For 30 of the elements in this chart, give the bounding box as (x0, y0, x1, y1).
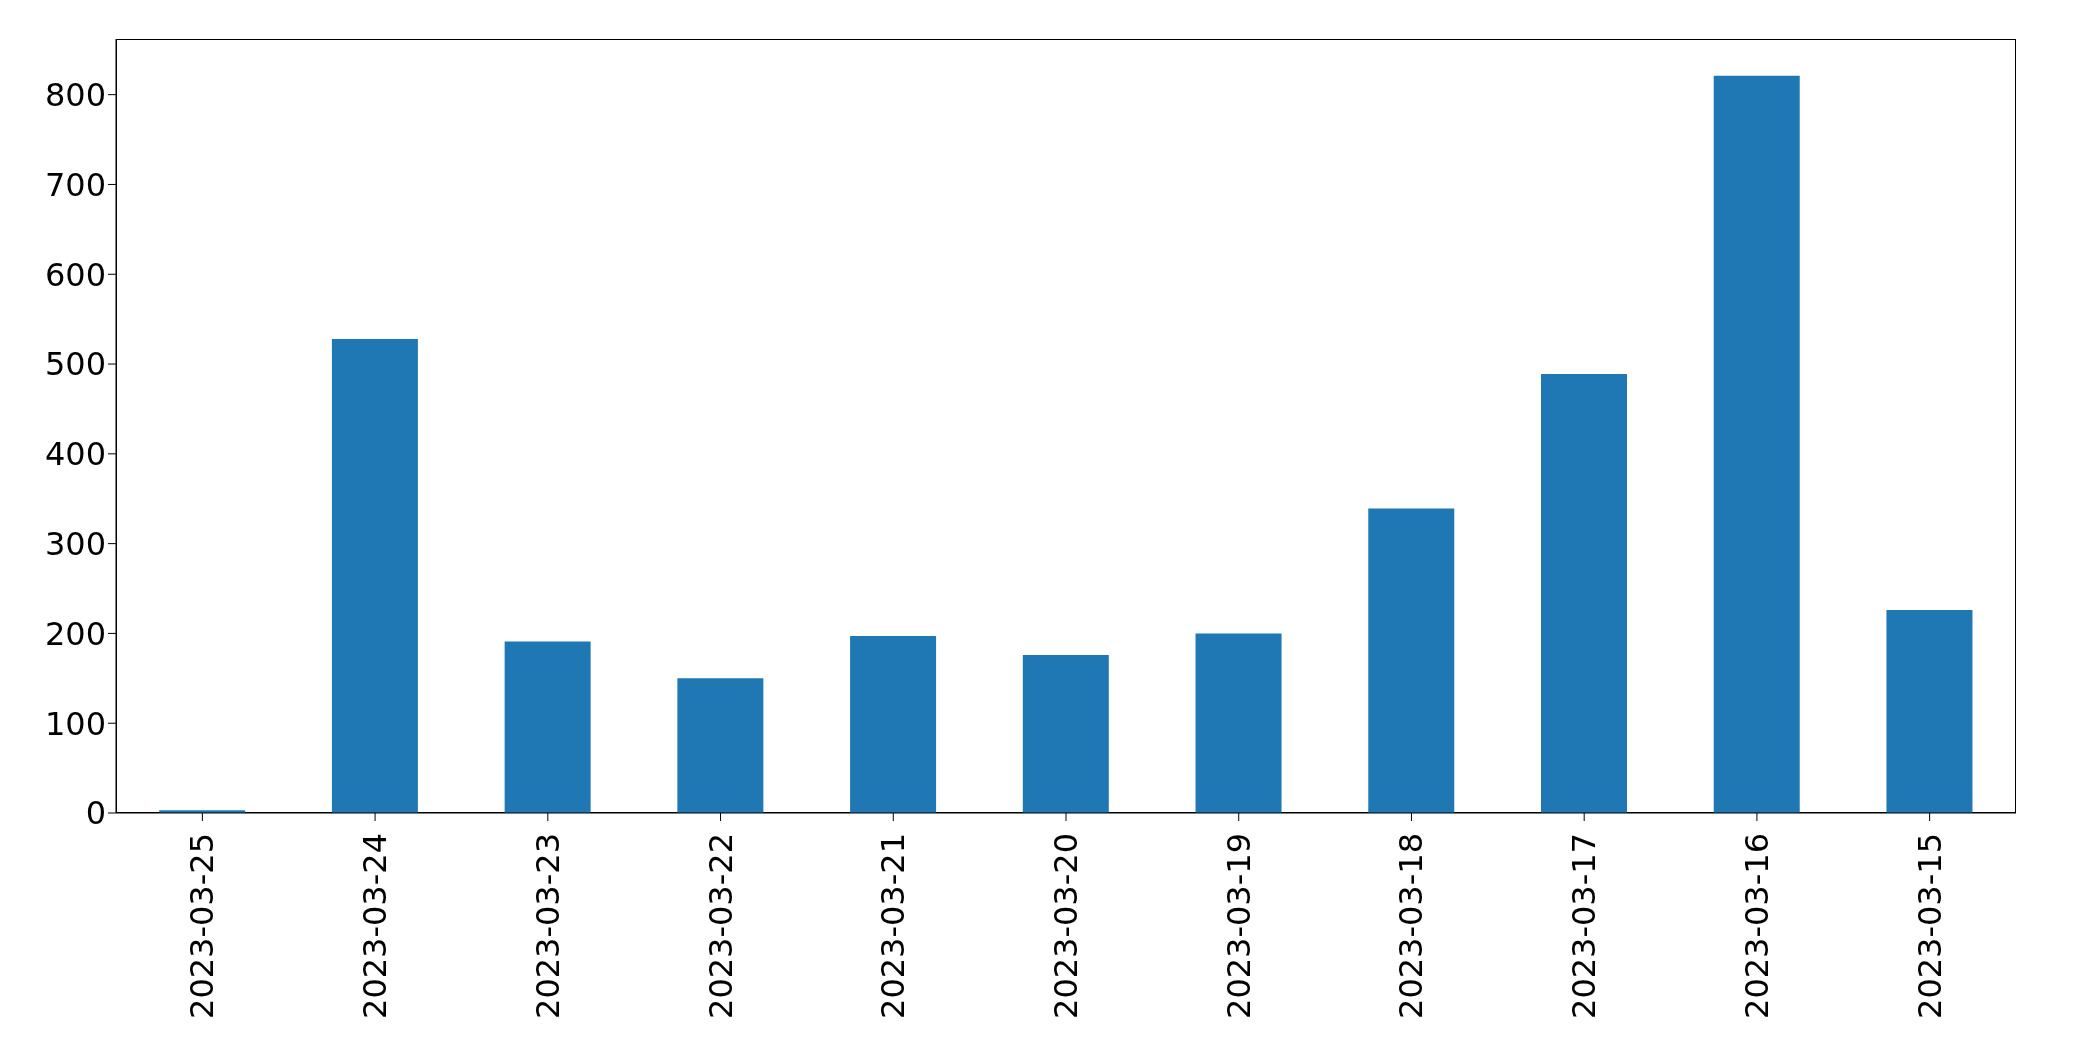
bar (1022, 654, 1109, 813)
bar (1886, 610, 1973, 813)
y-tick-label: 700 (44, 165, 106, 204)
y-tick-label: 100 (44, 704, 106, 743)
x-tick-label: 2023-03-17 (1565, 833, 1604, 1019)
x-tick-label: 2023-03-20 (1047, 833, 1085, 1019)
x-tick-label: 2023-03-19 (1219, 833, 1258, 1019)
bar (677, 678, 764, 813)
x-tick-label: 2023-03-21 (874, 833, 913, 1019)
bar (504, 641, 591, 813)
x-tick-label: 2023-03-18 (1392, 833, 1431, 1019)
y-tick-label: 400 (44, 435, 106, 474)
y-tick-label: 800 (44, 76, 106, 115)
x-tick-label: 2023-03-15 (1910, 833, 1949, 1019)
x-tick-label: 2023-03-25 (183, 833, 222, 1019)
y-tick-label: 0 (85, 794, 106, 833)
y-tick-label: 600 (44, 255, 106, 294)
bar (1195, 633, 1282, 813)
bar (1541, 373, 1627, 813)
x-tick-label: 2023-03-24 (356, 833, 395, 1019)
bar (850, 636, 937, 813)
bar (331, 338, 418, 813)
y-tick-label: 500 (44, 345, 106, 384)
y-tick-label: 300 (44, 524, 106, 563)
x-tick-label: 2023-03-22 (701, 833, 740, 1019)
y-tick-label: 200 (44, 614, 106, 653)
x-tick-label: 2023-03-16 (1737, 833, 1776, 1019)
x-tick-label: 2023-03-23 (528, 833, 567, 1019)
bar (1713, 75, 1800, 813)
bar (1368, 508, 1455, 813)
